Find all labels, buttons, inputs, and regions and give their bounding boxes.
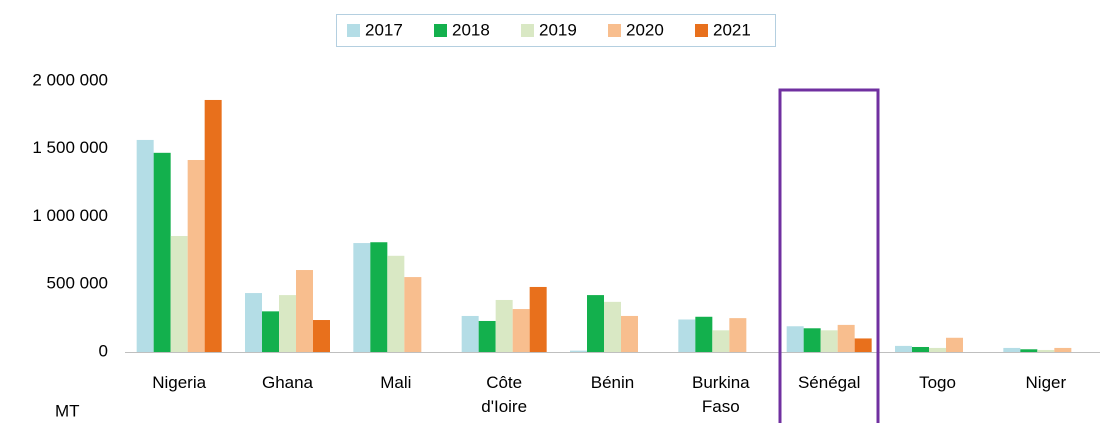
y-tick-label: 500 000 — [47, 274, 108, 293]
x-tick-label: Côte d'Ioire — [481, 373, 528, 416]
bar — [187, 159, 205, 352]
bar — [512, 309, 530, 352]
bar — [136, 139, 154, 352]
legend-label: 2018 — [452, 20, 490, 39]
bar — [262, 311, 279, 352]
legend-swatch — [434, 24, 447, 37]
bar — [153, 152, 171, 352]
bar — [296, 270, 313, 352]
y-tick-label: 1 500 000 — [32, 138, 108, 157]
bar — [353, 243, 371, 352]
bar — [1003, 347, 1021, 352]
y-tick-label: 2 000 000 — [32, 70, 108, 89]
bar — [495, 299, 513, 352]
bar — [404, 277, 422, 352]
legend-swatch — [608, 24, 621, 37]
highlight-box — [778, 88, 880, 423]
y-tick-label: 0 — [99, 341, 108, 360]
bar — [461, 315, 479, 352]
bar — [895, 345, 912, 352]
bar — [854, 338, 872, 352]
bar — [712, 330, 730, 352]
bar — [387, 255, 405, 352]
bar — [370, 242, 388, 352]
legend-swatch — [347, 24, 360, 37]
x-tick-label: Niger — [1025, 373, 1067, 392]
legend-label: 2017 — [365, 20, 403, 39]
y-axis-label: MT — [55, 401, 80, 420]
bar — [570, 350, 587, 352]
bar — [1037, 349, 1055, 352]
bar — [820, 330, 838, 352]
y-tick-label: 1 000 000 — [32, 206, 108, 225]
bar — [837, 324, 855, 352]
bar — [279, 295, 296, 352]
bar — [170, 236, 188, 352]
x-tick-label: Burkina Faso — [692, 373, 750, 416]
bar — [786, 326, 804, 352]
bar — [478, 320, 496, 352]
legend-label: 2020 — [626, 20, 664, 39]
legend-swatch — [521, 24, 534, 37]
x-tick-label: Mali — [380, 373, 412, 392]
bar — [729, 318, 747, 352]
bar — [604, 301, 621, 352]
x-tick-label: Togo — [919, 373, 956, 392]
x-tick-label: Sénégal — [797, 373, 861, 392]
bar — [803, 328, 821, 352]
bar — [1020, 349, 1038, 352]
bar — [678, 319, 696, 352]
bar — [929, 347, 946, 352]
bar — [587, 295, 604, 352]
bar — [529, 286, 547, 352]
bar — [313, 320, 330, 352]
bar — [695, 316, 713, 352]
x-tick-label: Ghana — [261, 373, 314, 392]
legend-swatch — [695, 24, 708, 37]
legend-label: 2021 — [713, 20, 751, 39]
bar — [946, 337, 963, 352]
bar — [1054, 347, 1072, 352]
bar — [245, 293, 262, 352]
bar — [912, 346, 929, 352]
bar — [204, 99, 222, 352]
x-tick-label: Nigeria — [152, 373, 207, 392]
legend-label: 2019 — [539, 20, 577, 39]
bar — [621, 315, 638, 352]
x-tick-label: Bénin — [590, 373, 635, 392]
legend-box — [336, 14, 776, 47]
